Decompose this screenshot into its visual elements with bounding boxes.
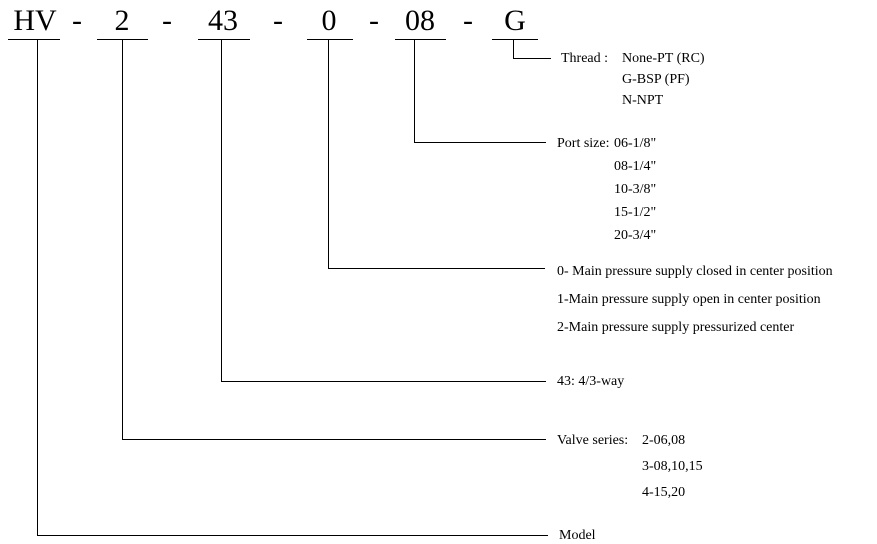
code-segment-model: HV	[13, 4, 57, 37]
code-separator: -	[369, 4, 379, 37]
code-segment-center: 0	[321, 4, 337, 37]
center-position-option: 1-Main pressure supply open in center po…	[557, 292, 821, 307]
port-size-option: 15-1/2"	[614, 205, 657, 220]
valve-series-option: 2-06,08	[642, 433, 686, 448]
center-position-option: 0- Main pressure supply closed in center…	[557, 264, 833, 279]
port-size-option: 20-3/4"	[614, 228, 657, 243]
connector-thread	[513, 40, 551, 59]
valve-series-heading: Valve series:	[557, 433, 629, 448]
center-position-option: 2-Main pressure supply pressurized cente…	[557, 320, 795, 335]
code-separator: -	[162, 4, 172, 37]
code-segment-thread: G	[504, 4, 526, 37]
port-size-option: 10-3/8"	[614, 182, 657, 197]
thread-option: N-NPT	[622, 93, 664, 108]
code-separator: -	[273, 4, 283, 37]
thread-option: G-BSP (PF)	[622, 72, 690, 87]
code-separator: -	[72, 4, 82, 37]
connector-port-size	[414, 40, 546, 143]
port-size-option: 08-1/4"	[614, 159, 657, 174]
code-segment-port: 08	[405, 4, 435, 37]
thread-option: None-PT (RC)	[622, 51, 705, 66]
code-segment-series: 2	[114, 4, 130, 37]
code-separator: -	[463, 4, 473, 37]
connector-way	[221, 40, 546, 382]
model-label: Model	[559, 528, 596, 543]
connector-model	[37, 40, 548, 536]
valve-series-option: 4-15,20	[642, 485, 686, 500]
connector-center-position	[328, 40, 545, 269]
port-size-option: 06-1/8"	[614, 136, 657, 151]
way-label: 43: 4/3-way	[557, 374, 625, 389]
port-size-heading: Port size:	[557, 136, 610, 151]
code-segment-way: 43	[208, 4, 238, 37]
valve-series-option: 3-08,10,15	[642, 459, 703, 474]
thread-heading: Thread :	[561, 51, 609, 66]
connector-valve-series	[122, 40, 546, 440]
